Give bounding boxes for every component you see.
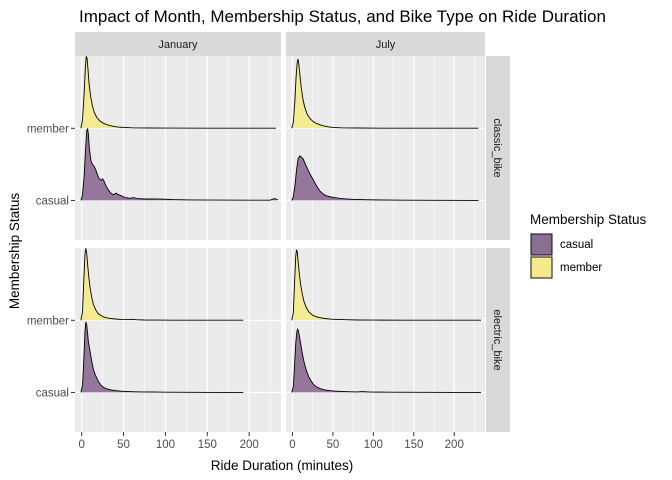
x-tick-label: 200: [445, 439, 464, 451]
legend-key-casual: [530, 233, 553, 256]
legend-title: Membership Status: [530, 212, 647, 227]
density-line-casual: [80, 128, 278, 201]
legend: Membership Status casual member: [530, 212, 647, 279]
density-fill-casual: [80, 321, 244, 393]
panel-background: [75, 56, 281, 240]
x-tick-label: 100: [156, 439, 175, 451]
x-tick-label: 100: [364, 439, 383, 451]
strip-july: [286, 32, 485, 56]
strip-label-electric_bike: electric_bike: [491, 309, 503, 370]
density-line-member: [291, 249, 481, 321]
strip-january: [75, 32, 281, 56]
x-tick-label: 0: [289, 439, 295, 451]
strip-label-january: January: [158, 39, 198, 51]
y-axis-title: Membership Status: [7, 193, 22, 310]
density-line-casual: [291, 155, 479, 201]
panel-july-electric_bike: [286, 248, 485, 432]
x-tick-label: 0: [78, 439, 84, 451]
panel-january-electric_bike: [75, 248, 281, 432]
x-axis-title: Ride Duration (minutes): [211, 458, 354, 473]
density-fill-casual: [291, 155, 479, 201]
facet-panels: January Julyclassic_bikeelectric_bikecasu…: [27, 32, 510, 451]
x-tick-label: 150: [404, 439, 423, 451]
x-tick-label: 200: [240, 439, 259, 451]
panel-background: [75, 248, 281, 432]
strip-electric_bike: [486, 248, 510, 432]
legend-label-casual: casual: [560, 239, 593, 251]
panel-july-classic_bike: [286, 56, 485, 240]
panel-background: [286, 248, 485, 432]
legend-key-member: [530, 256, 553, 279]
x-tick-label: 50: [117, 439, 130, 451]
x-tick-label: 50: [327, 439, 340, 451]
density-line-casual: [80, 321, 244, 393]
y-tick-label-member: member: [27, 315, 69, 327]
x-tick-label: 150: [198, 439, 217, 451]
density-line-member: [80, 56, 276, 129]
density-fill-member: [291, 59, 479, 129]
density-fill-member: [80, 248, 244, 321]
chart-title: Impact of Month, Membership Status, and …: [79, 7, 606, 26]
strip-label-classic_bike: classic_bike: [491, 118, 503, 177]
density-line-member: [291, 59, 479, 129]
strip-classic_bike: [486, 56, 510, 240]
strip-label-july: July: [376, 39, 396, 51]
density-line-member: [80, 248, 244, 321]
panel-background: [286, 56, 485, 240]
legend-label-member: member: [560, 262, 602, 274]
y-tick-label-member: member: [27, 123, 69, 135]
panel-january-classic_bike: [75, 56, 281, 240]
density-fill-casual: [80, 128, 278, 201]
y-tick-label-casual: casual: [36, 387, 69, 399]
density-line-casual: [291, 327, 481, 393]
y-tick-label-casual: casual: [36, 195, 69, 207]
density-fill-casual: [291, 329, 481, 393]
